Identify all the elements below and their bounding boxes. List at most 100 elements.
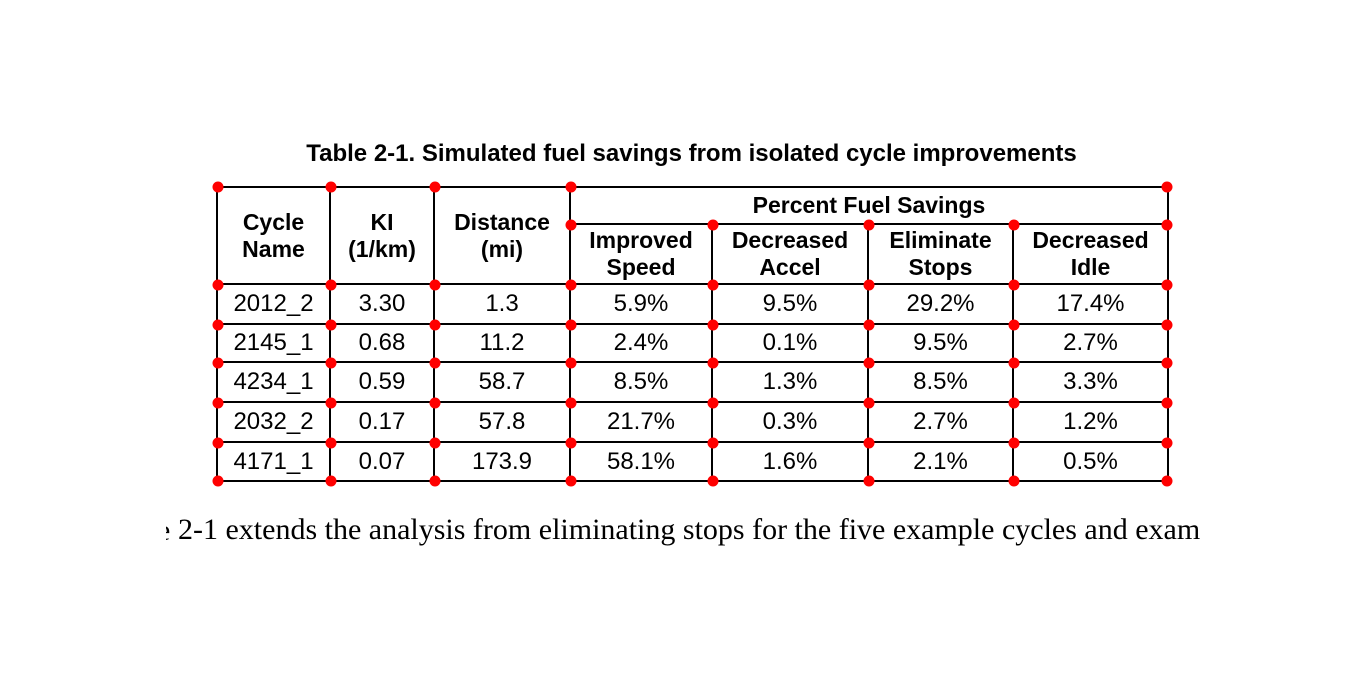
table-cell: 2.7% [1012,323,1169,363]
cell-corner-dot [429,279,441,291]
cell-corner-dot [1161,319,1173,331]
table-cell: 3.3% [1012,361,1169,403]
cell-corner-dot [212,181,224,193]
cell-corner-dot [1008,319,1020,331]
cell-corner-dot [1008,357,1020,369]
clipped-character-fragment: e [166,513,173,547]
cell-corner-dot [212,397,224,409]
table-cell: 0.1% [711,323,869,363]
group-header-percent-fuel-savings: Percent Fuel Savings [569,186,1169,225]
table-row: 2032_2 0.17 57.8 21.7% 0.3% 2.7% 1.2% [216,401,1169,443]
cell-corner-dot [565,319,577,331]
table-cell: 58.7 [433,361,571,403]
cell-corner-dot [565,475,577,487]
column-header-ki: KI (1/km) [329,186,435,285]
table-cell: 0.68 [329,323,435,363]
cell-corner-dot [863,475,875,487]
cell-corner-dot [325,319,337,331]
cell-corner-dot [325,357,337,369]
table-row: 2012_2 3.30 1.3 5.9% 9.5% 29.2% 17.4% [216,283,1169,325]
table-cell: 173.9 [433,441,571,482]
table-cell: 5.9% [569,283,713,325]
header-row-sub: Improved Speed Decreased Accel Eliminate… [217,223,1169,285]
column-header-improved-speed: Improved Speed [569,223,713,285]
cell-corner-dot [429,319,441,331]
table-cell: 2145_1 [216,323,331,363]
table-row: 2145_1 0.68 11.2 2.4% 0.1% 9.5% 2.7% [216,323,1169,363]
table-wrapper: Cycle Name KI (1/km) Distance (mi) Perce… [216,186,1169,482]
cell-corner-dot [1161,279,1173,291]
column-header-cycle-name: Cycle Name [216,186,331,285]
cell-corner-dot [707,357,719,369]
cell-corner-dot [863,437,875,449]
table-row: 4234_1 0.59 58.7 8.5% 1.3% 8.5% 3.3% [216,361,1169,403]
table-cell: 8.5% [569,361,713,403]
table-cell: 8.5% [867,361,1014,403]
cell-corner-dot [1008,475,1020,487]
table-cell: 2032_2 [216,401,331,443]
body-text-content: 2-1 extends the analysis from eliminatin… [178,513,1201,546]
cell-corner-dot [325,279,337,291]
header-row-group: Cycle Name KI (1/km) Distance (mi) Perce… [216,186,1169,285]
cell-corner-dot [863,319,875,331]
cell-corner-dot [1008,279,1020,291]
table-cell: 9.5% [711,283,869,325]
cell-corner-dot [429,357,441,369]
cell-corner-dot [707,219,719,231]
cell-corner-dot [863,357,875,369]
table-cell: 0.17 [329,401,435,443]
cell-corner-dot [212,475,224,487]
table-row: 4171_1 0.07 173.9 58.1% 1.6% 2.1% 0.5% [216,441,1169,482]
cell-corner-dot [212,319,224,331]
cell-corner-dot [1161,219,1173,231]
cell-corner-dot [707,397,719,409]
table-caption: Table 2-1. Simulated fuel savings from i… [306,140,1077,167]
table-cell: 1.3 [433,283,571,325]
table-cell: 1.6% [711,441,869,482]
cell-corner-dot [325,181,337,193]
table-cell: 17.4% [1012,283,1169,325]
column-header-eliminate-stops: Eliminate Stops [867,223,1014,285]
cell-corner-dot [325,475,337,487]
column-header-decreased-idle: Decreased Idle [1012,223,1169,285]
cell-corner-dot [1008,437,1020,449]
table-cell: 29.2% [867,283,1014,325]
cell-corner-dot [863,279,875,291]
cell-corner-dot [212,279,224,291]
table-cell: 21.7% [569,401,713,443]
table-cell: 2.1% [867,441,1014,482]
cell-corner-dot [1161,357,1173,369]
cell-corner-dot [863,397,875,409]
cell-corner-dot [863,219,875,231]
body-text: e 2-1 extends the analysis from eliminat… [166,512,1201,548]
cell-corner-dot [212,437,224,449]
table-cell: 1.2% [1012,401,1169,443]
cell-corner-dot [565,437,577,449]
cell-corner-dot [565,357,577,369]
table-cell: 0.59 [329,361,435,403]
cell-corner-dot [325,397,337,409]
column-header-distance: Distance (mi) [433,186,571,285]
table-cell: 2.7% [867,401,1014,443]
table-cell: 9.5% [867,323,1014,363]
table-cell: 57.8 [433,401,571,443]
column-header-decreased-accel: Decreased Accel [711,223,869,285]
cell-corner-dot [707,279,719,291]
cell-corner-dot [565,279,577,291]
cell-corner-dot [1161,181,1173,193]
fuel-savings-table: Cycle Name KI (1/km) Distance (mi) Perce… [216,186,1169,482]
cell-corner-dot [429,181,441,193]
table-cell: 1.3% [711,361,869,403]
table-cell: 3.30 [329,283,435,325]
cell-corner-dot [429,475,441,487]
cell-corner-dot [212,357,224,369]
cell-corner-dot [1008,397,1020,409]
cell-corner-dot [1161,437,1173,449]
cell-corner-dot [707,437,719,449]
cell-corner-dot [565,181,577,193]
cell-corner-dot [565,397,577,409]
table-cell: 0.07 [329,441,435,482]
table-cell: 2.4% [569,323,713,363]
table-body: 2012_2 3.30 1.3 5.9% 9.5% 29.2% 17.4% 2145_1 0.6… [216,283,1169,482]
